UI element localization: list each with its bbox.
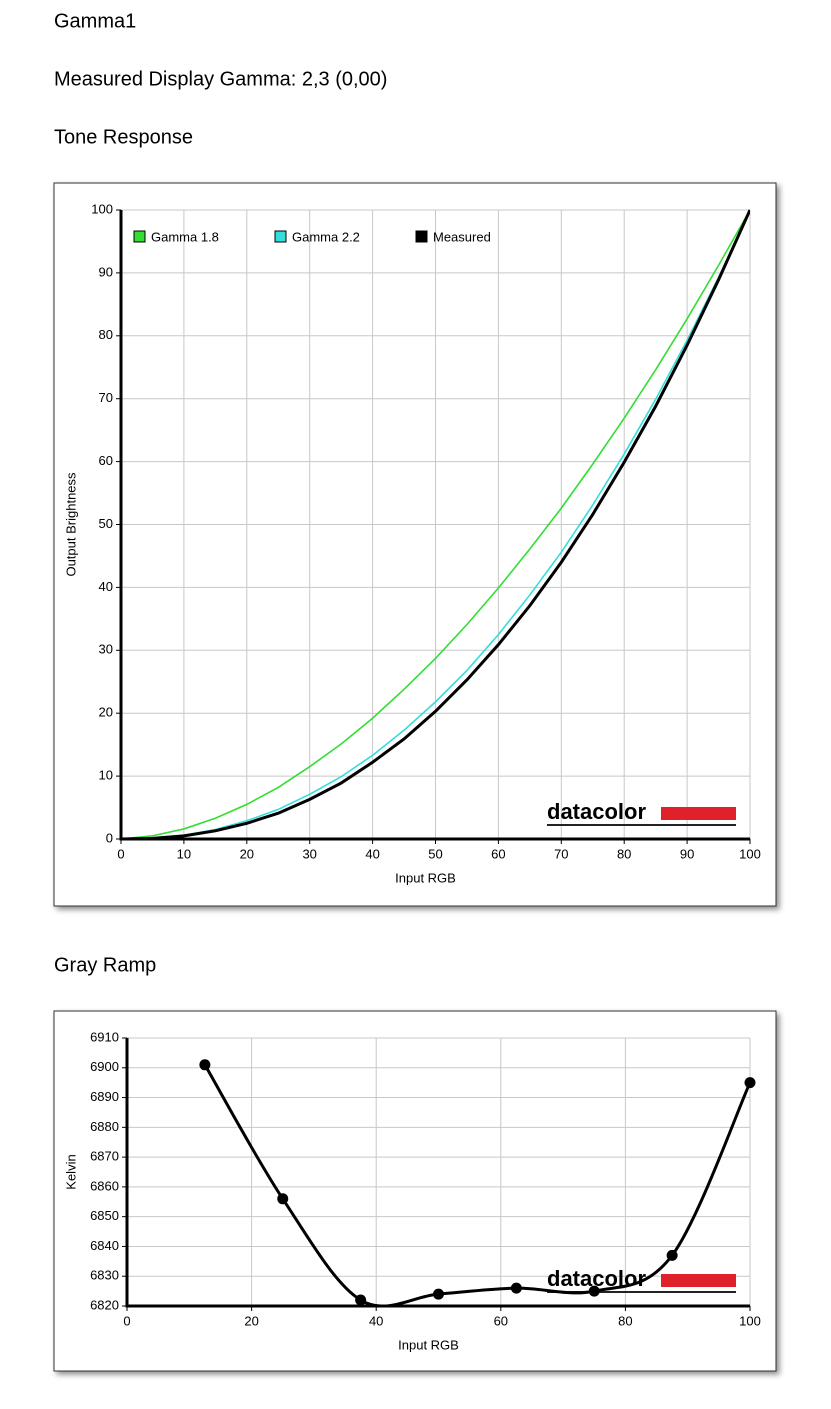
y-tick-label: 6840 xyxy=(90,1238,119,1253)
y-tick-label: 6870 xyxy=(90,1149,119,1164)
x-tick-label: 60 xyxy=(491,846,505,861)
y-tick-label: 6820 xyxy=(90,1297,119,1312)
legend-label: Gamma 1.8 xyxy=(151,229,219,244)
x-tick-label: 40 xyxy=(365,846,379,861)
x-tick-label: 100 xyxy=(739,1313,761,1328)
x-tick-label: 10 xyxy=(177,846,191,861)
chart-frame xyxy=(53,1010,777,1372)
y-tick-label: 10 xyxy=(99,768,113,783)
x-tick-label: 30 xyxy=(302,846,316,861)
legend-swatch xyxy=(415,230,428,243)
x-tick-label: 50 xyxy=(428,846,442,861)
y-tick-label: 20 xyxy=(99,705,113,720)
legend-swatch xyxy=(274,230,287,243)
y-tick-label: 6830 xyxy=(90,1268,119,1283)
x-tick-label: 20 xyxy=(244,1313,258,1328)
x-tick-label: 70 xyxy=(554,846,568,861)
x-tick-label: 80 xyxy=(617,846,631,861)
legend-swatch xyxy=(133,230,146,243)
y-tick-label: 100 xyxy=(91,201,113,216)
data-point xyxy=(199,1059,211,1071)
y-tick-label: 6860 xyxy=(90,1178,119,1193)
x-tick-label: 80 xyxy=(618,1313,632,1328)
y-tick-label: 40 xyxy=(99,579,113,594)
x-tick-label: 20 xyxy=(240,846,254,861)
y-tick-label: 70 xyxy=(99,390,113,405)
x-axis-title: Input RGB xyxy=(398,1337,459,1352)
data-point xyxy=(510,1282,522,1294)
y-axis-title: Output Brightness xyxy=(63,472,78,577)
y-tick-label: 90 xyxy=(99,264,113,279)
watermark: datacolor xyxy=(547,799,646,824)
data-point xyxy=(277,1193,289,1205)
y-axis-title: Kelvin xyxy=(63,1154,78,1189)
chart-heading: Tone Response xyxy=(54,126,193,148)
x-tick-label: 60 xyxy=(494,1313,508,1328)
y-tick-label: 6850 xyxy=(90,1208,119,1223)
series-line xyxy=(121,209,750,839)
x-tick-label: 40 xyxy=(369,1313,383,1328)
y-tick-label: 60 xyxy=(99,453,113,468)
y-tick-label: 6910 xyxy=(90,1029,119,1044)
y-tick-label: 6890 xyxy=(90,1089,119,1104)
watermark-bar xyxy=(661,1274,736,1287)
y-tick-label: 50 xyxy=(99,516,113,531)
data-point xyxy=(666,1249,678,1261)
chart-frame xyxy=(53,182,777,907)
data-point xyxy=(588,1285,600,1297)
y-tick-label: 6900 xyxy=(90,1059,119,1074)
legend-label: Gamma 2.2 xyxy=(292,229,360,244)
y-tick-label: 6880 xyxy=(90,1119,119,1134)
chart-heading: Gray Ramp xyxy=(54,954,156,976)
y-tick-label: 0 xyxy=(106,830,113,845)
page-title: Gamma1 xyxy=(54,10,136,32)
measured-gamma: Measured Display Gamma: 2,3 (0,00) xyxy=(54,68,387,90)
data-point xyxy=(433,1288,444,1300)
legend-label: Measured xyxy=(433,229,491,244)
series-line xyxy=(121,209,750,839)
series-line xyxy=(121,209,750,839)
x-axis-title: Input RGB xyxy=(395,870,456,885)
x-tick-label: 0 xyxy=(123,1313,130,1328)
x-tick-label: 100 xyxy=(739,846,761,861)
watermark-bar xyxy=(661,807,736,820)
x-tick-label: 0 xyxy=(117,846,124,861)
data-point xyxy=(744,1077,756,1089)
x-tick-label: 90 xyxy=(680,846,694,861)
data-point xyxy=(355,1294,367,1306)
y-tick-label: 30 xyxy=(99,642,113,657)
y-tick-label: 80 xyxy=(99,327,113,342)
